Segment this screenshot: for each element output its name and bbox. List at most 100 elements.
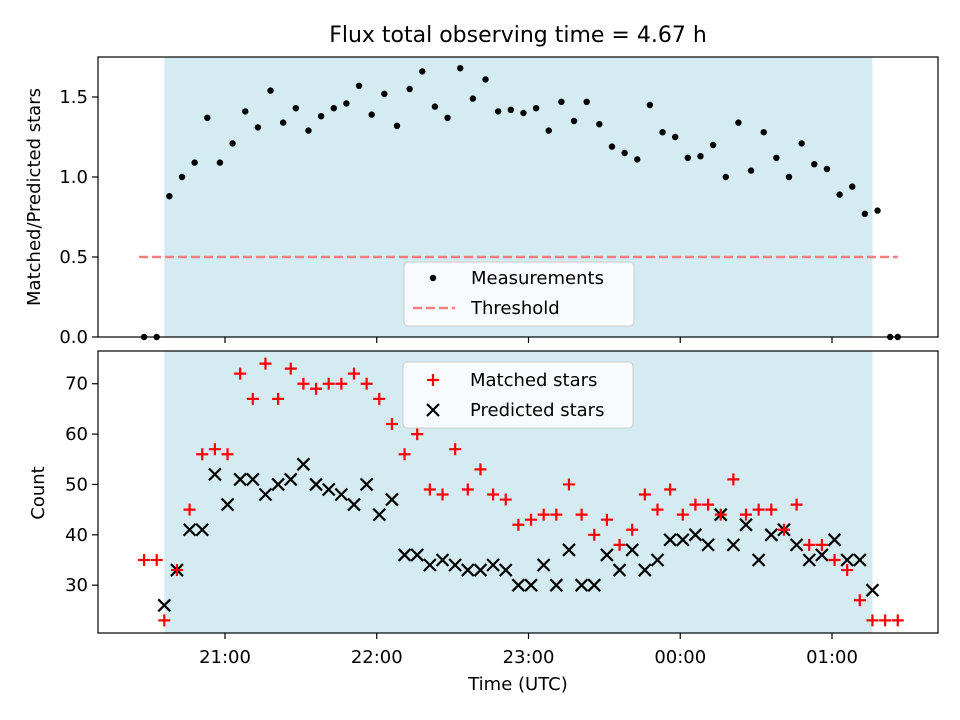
predicted-point xyxy=(157,598,172,613)
measurement-point xyxy=(469,95,477,102)
plot-frame-bottom xyxy=(97,350,939,634)
predicted-point xyxy=(511,578,526,592)
measurement-point xyxy=(684,154,692,161)
chart-title: Flux total observing time = 4.67 h xyxy=(329,23,707,48)
matched-point xyxy=(487,488,500,501)
legend-marker-predicted xyxy=(426,403,440,417)
measurement-point xyxy=(798,140,805,147)
x-tick-label: 23:00 xyxy=(503,647,555,668)
matched-point xyxy=(588,528,601,541)
measurement-point xyxy=(254,124,262,131)
matched-point xyxy=(373,392,386,405)
legend-marker-measurements xyxy=(429,274,437,282)
predicted-point xyxy=(372,507,387,522)
measurement-point xyxy=(747,167,755,174)
y-tick-label: 30 xyxy=(65,575,88,596)
matched-point xyxy=(449,443,462,456)
predicted-point xyxy=(448,558,462,572)
measurement-marks xyxy=(139,65,901,341)
measurement-point xyxy=(216,159,224,166)
measurement-point xyxy=(279,119,287,126)
predicted-point xyxy=(423,558,437,572)
predicted-point xyxy=(524,578,538,592)
predicted-point xyxy=(688,528,703,542)
predicted-point xyxy=(271,477,285,492)
measurement-point xyxy=(735,119,742,126)
predicted-point xyxy=(663,533,677,547)
panel-ratio: Flux total observing time = 4.67 h 0.00.… xyxy=(24,23,939,348)
matched-point xyxy=(272,392,285,405)
matched-point xyxy=(803,538,816,551)
matched-point xyxy=(284,362,297,375)
predicted-point xyxy=(397,548,412,562)
measurement-point xyxy=(545,127,552,134)
matched-point xyxy=(436,488,449,501)
predicted-point xyxy=(182,522,197,537)
matched-point xyxy=(676,508,689,521)
matched-point xyxy=(170,564,183,577)
x-axis-label: Time (UTC) xyxy=(467,674,568,695)
predicted-point xyxy=(840,553,854,567)
predicted-point xyxy=(574,578,589,592)
predicted-point xyxy=(296,457,311,472)
predicted-point xyxy=(815,548,829,562)
measurement-point xyxy=(166,193,173,200)
matched-point xyxy=(150,553,163,566)
measurement-point xyxy=(583,98,590,106)
predicted-point xyxy=(334,487,349,502)
predicted-point xyxy=(764,528,779,542)
matched-point xyxy=(866,614,879,627)
predicted-point xyxy=(220,497,235,512)
matched-point xyxy=(613,538,626,551)
matched-point xyxy=(828,553,841,566)
legend-label-measurements: Measurements xyxy=(471,268,604,289)
x-ticks-top xyxy=(224,337,833,343)
matched-point xyxy=(335,377,348,390)
predicted-point xyxy=(536,558,551,572)
predicted-point xyxy=(865,583,880,597)
measurement-point xyxy=(229,140,236,147)
measurement-point xyxy=(406,85,413,93)
y-tick-label: 40 xyxy=(65,525,88,546)
matched-point xyxy=(891,614,904,627)
matched-point xyxy=(879,614,892,627)
matched-point xyxy=(815,538,828,551)
predicted-point xyxy=(195,522,210,537)
measurement-point xyxy=(330,105,337,112)
measurement-point xyxy=(381,90,388,98)
predicted-point xyxy=(600,548,614,562)
matched-point xyxy=(562,478,575,491)
predicted-point xyxy=(461,563,475,577)
predicted-point xyxy=(726,538,741,552)
measurement-point xyxy=(773,154,780,161)
measurement-point xyxy=(849,183,856,190)
measurement-point xyxy=(570,117,578,125)
matched-point xyxy=(790,498,803,511)
measurement-point xyxy=(482,76,489,83)
predicted-point xyxy=(549,578,564,592)
matched-point xyxy=(537,508,550,521)
predicted-point xyxy=(486,558,500,572)
measurement-point xyxy=(419,68,426,75)
count-marks xyxy=(138,357,904,627)
matched-point xyxy=(664,483,677,496)
matched-point xyxy=(423,483,436,496)
matched-point xyxy=(651,503,664,516)
predicted-point xyxy=(321,482,336,497)
predicted-point xyxy=(625,543,639,557)
measurement-point xyxy=(532,105,540,112)
matched-point xyxy=(347,367,360,380)
measurement-point xyxy=(267,87,274,94)
matched-point xyxy=(841,564,854,577)
predicted-point xyxy=(650,553,665,567)
measurement-point xyxy=(444,114,451,122)
x-axis-time: 21:00 22:00 23:00 00:00 01:00 xyxy=(199,633,858,668)
x-tick-label: 22:00 xyxy=(351,647,403,668)
measurement-point xyxy=(431,103,439,110)
measurement-point xyxy=(811,161,818,168)
measurement-point xyxy=(343,100,350,107)
predicted-point xyxy=(246,472,260,487)
matched-point xyxy=(777,523,790,536)
predicted-point xyxy=(258,487,273,502)
